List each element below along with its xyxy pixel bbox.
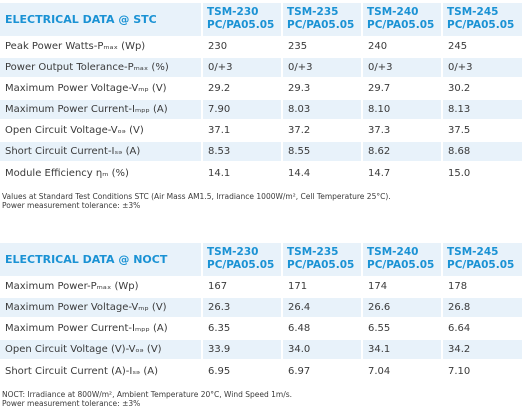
noct-electrical-table: ELECTRICAL DATA @ NOCT TSM-230 PC/PA05.05… <box>0 243 522 381</box>
parameter-label: Short Circuit Current (A)-Iₛₔ (A) <box>0 359 202 381</box>
value-cell: 0/+3 <box>201 56 282 78</box>
noct-model-header: TSM-230 PC/PA05.05 <box>201 243 282 276</box>
parameter-label: Power Output Tolerance-Pₘₐₓ (%) <box>0 56 202 78</box>
note-line: Power measurement tolerance: ±3% <box>2 399 141 408</box>
noct-model-header: TSM-235 PC/PA05.05 <box>281 243 362 276</box>
value-cell: 29.7 <box>361 77 442 99</box>
value-cell: 171 <box>281 276 362 297</box>
parameter-label: Maximum Power Voltage-Vₘₚ (V) <box>0 296 202 318</box>
table-row: Maximum Power Current-Iₘₚₚ (A) 7.90 8.03 8.… <box>0 98 522 120</box>
parameter-label: Maximum Power Current-Iₘₚₚ (A) <box>0 317 202 339</box>
parameter-label: Open Circuit Voltage-Vₒₔ (V) <box>0 119 202 141</box>
value-cell: 34.2 <box>441 338 522 360</box>
stc-model-header: TSM-240 PC/PA05.05 <box>361 3 442 36</box>
table-row: Maximum Power Voltage-Vₘₚ (V) 29.2 29.3 29.… <box>0 77 522 99</box>
table-row: Short Circuit Current (A)-Iₛₔ (A) 6.95 6.9… <box>0 359 522 381</box>
value-cell: 0/+3 <box>441 56 522 78</box>
value-cell: 29.2 <box>201 77 282 99</box>
note-line: Power measurement tolerance: ±3% <box>2 201 141 210</box>
value-cell: 8.03 <box>281 98 362 120</box>
stc-test-conditions-note: Values at Standard Test Conditions STC (… <box>2 192 391 210</box>
value-cell: 178 <box>441 276 522 297</box>
value-cell: 26.8 <box>441 296 522 318</box>
value-cell: 15.0 <box>441 161 522 183</box>
value-cell: 14.7 <box>361 161 442 183</box>
noct-model-header: TSM-245 PC/PA05.05 <box>441 243 522 276</box>
value-cell: 167 <box>201 276 282 297</box>
value-cell: 30.2 <box>441 77 522 99</box>
value-cell: 8.68 <box>441 140 522 162</box>
value-cell: 37.3 <box>361 119 442 141</box>
value-cell: 7.04 <box>361 359 442 381</box>
value-cell: 14.1 <box>201 161 282 183</box>
value-cell: 34.1 <box>361 338 442 360</box>
value-cell: 7.10 <box>441 359 522 381</box>
noct-model-header: TSM-240 PC/PA05.05 <box>361 243 442 276</box>
value-cell: 37.5 <box>441 119 522 141</box>
value-cell: 0/+3 <box>361 56 442 78</box>
value-cell: 8.10 <box>361 98 442 120</box>
noct-header-row: ELECTRICAL DATA @ NOCT TSM-230 PC/PA05.05… <box>0 243 522 276</box>
table-row: Open Circuit Voltage (V)-Vₒₔ (V) 33.9 34.0… <box>0 338 522 360</box>
stc-header-row: ELECTRICAL DATA @ STC TSM-230 PC/PA05.05 … <box>0 3 522 36</box>
table-row: Maximum Power Current-Iₘₚₚ (A) 6.35 6.48 6.… <box>0 317 522 339</box>
parameter-label: Open Circuit Voltage (V)-Vₒₔ (V) <box>0 338 202 360</box>
value-cell: 34.0 <box>281 338 362 360</box>
table-row: Peak Power Watts-Pₘₐₓ (Wp) 230 235 240 245 <box>0 36 522 57</box>
value-cell: 14.4 <box>281 161 362 183</box>
noct-conditions-note: NOCT: Irradiance at 800W/m², Ambient Tem… <box>2 390 292 408</box>
stc-model-header: TSM-235 PC/PA05.05 <box>281 3 362 36</box>
value-cell: 29.3 <box>281 77 362 99</box>
stc-model-header: TSM-245 PC/PA05.05 <box>441 3 522 36</box>
note-line: Values at Standard Test Conditions STC (… <box>2 192 391 201</box>
value-cell: 235 <box>281 36 362 57</box>
parameter-label: Peak Power Watts-Pₘₐₓ (Wp) <box>0 36 202 57</box>
parameter-label: Module Efficiency ηₘ (%) <box>0 161 202 183</box>
value-cell: 230 <box>201 36 282 57</box>
value-cell: 8.55 <box>281 140 362 162</box>
value-cell: 26.6 <box>361 296 442 318</box>
value-cell: 0/+3 <box>281 56 362 78</box>
value-cell: 6.35 <box>201 317 282 339</box>
parameter-label: Maximum Power-Pₘₐₓ (Wp) <box>0 276 202 297</box>
stc-electrical-table: ELECTRICAL DATA @ STC TSM-230 PC/PA05.05 … <box>0 3 522 183</box>
value-cell: 6.55 <box>361 317 442 339</box>
value-cell: 33.9 <box>201 338 282 360</box>
table-row: Short Circuit Current-Iₛₔ (A) 8.53 8.55 8.6… <box>0 140 522 162</box>
value-cell: 26.4 <box>281 296 362 318</box>
parameter-label: Maximum Power Voltage-Vₘₚ (V) <box>0 77 202 99</box>
note-line: NOCT: Irradiance at 800W/m², Ambient Tem… <box>2 390 293 399</box>
table-row: Open Circuit Voltage-Vₒₔ (V) 37.1 37.2 37.3… <box>0 119 522 141</box>
value-cell: 240 <box>361 36 442 57</box>
value-cell: 7.90 <box>201 98 282 120</box>
value-cell: 174 <box>361 276 442 297</box>
parameter-label: Maximum Power Current-Iₘₚₚ (A) <box>0 98 202 120</box>
value-cell: 245 <box>441 36 522 57</box>
value-cell: 6.64 <box>441 317 522 339</box>
stc-model-header: TSM-230 PC/PA05.05 <box>201 3 282 36</box>
value-cell: 6.95 <box>201 359 282 381</box>
noct-table-title: ELECTRICAL DATA @ NOCT <box>0 243 202 276</box>
value-cell: 8.13 <box>441 98 522 120</box>
value-cell: 8.53 <box>201 140 282 162</box>
value-cell: 6.48 <box>281 317 362 339</box>
table-row: Maximum Power Voltage-Vₘₚ (V) 26.3 26.4 26.… <box>0 296 522 318</box>
stc-table-title: ELECTRICAL DATA @ STC <box>0 3 202 36</box>
value-cell: 37.2 <box>281 119 362 141</box>
value-cell: 37.1 <box>201 119 282 141</box>
value-cell: 6.97 <box>281 359 362 381</box>
value-cell: 26.3 <box>201 296 282 318</box>
table-row: Maximum Power-Pₘₐₓ (Wp) 167 171 174 178 <box>0 276 522 297</box>
table-row: Module Efficiency ηₘ (%) 14.1 14.4 14.7 15.0 <box>0 161 522 183</box>
table-row: Power Output Tolerance-Pₘₐₓ (%) 0/+3 0/+3 0… <box>0 56 522 78</box>
value-cell: 8.62 <box>361 140 442 162</box>
parameter-label: Short Circuit Current-Iₛₔ (A) <box>0 140 202 162</box>
